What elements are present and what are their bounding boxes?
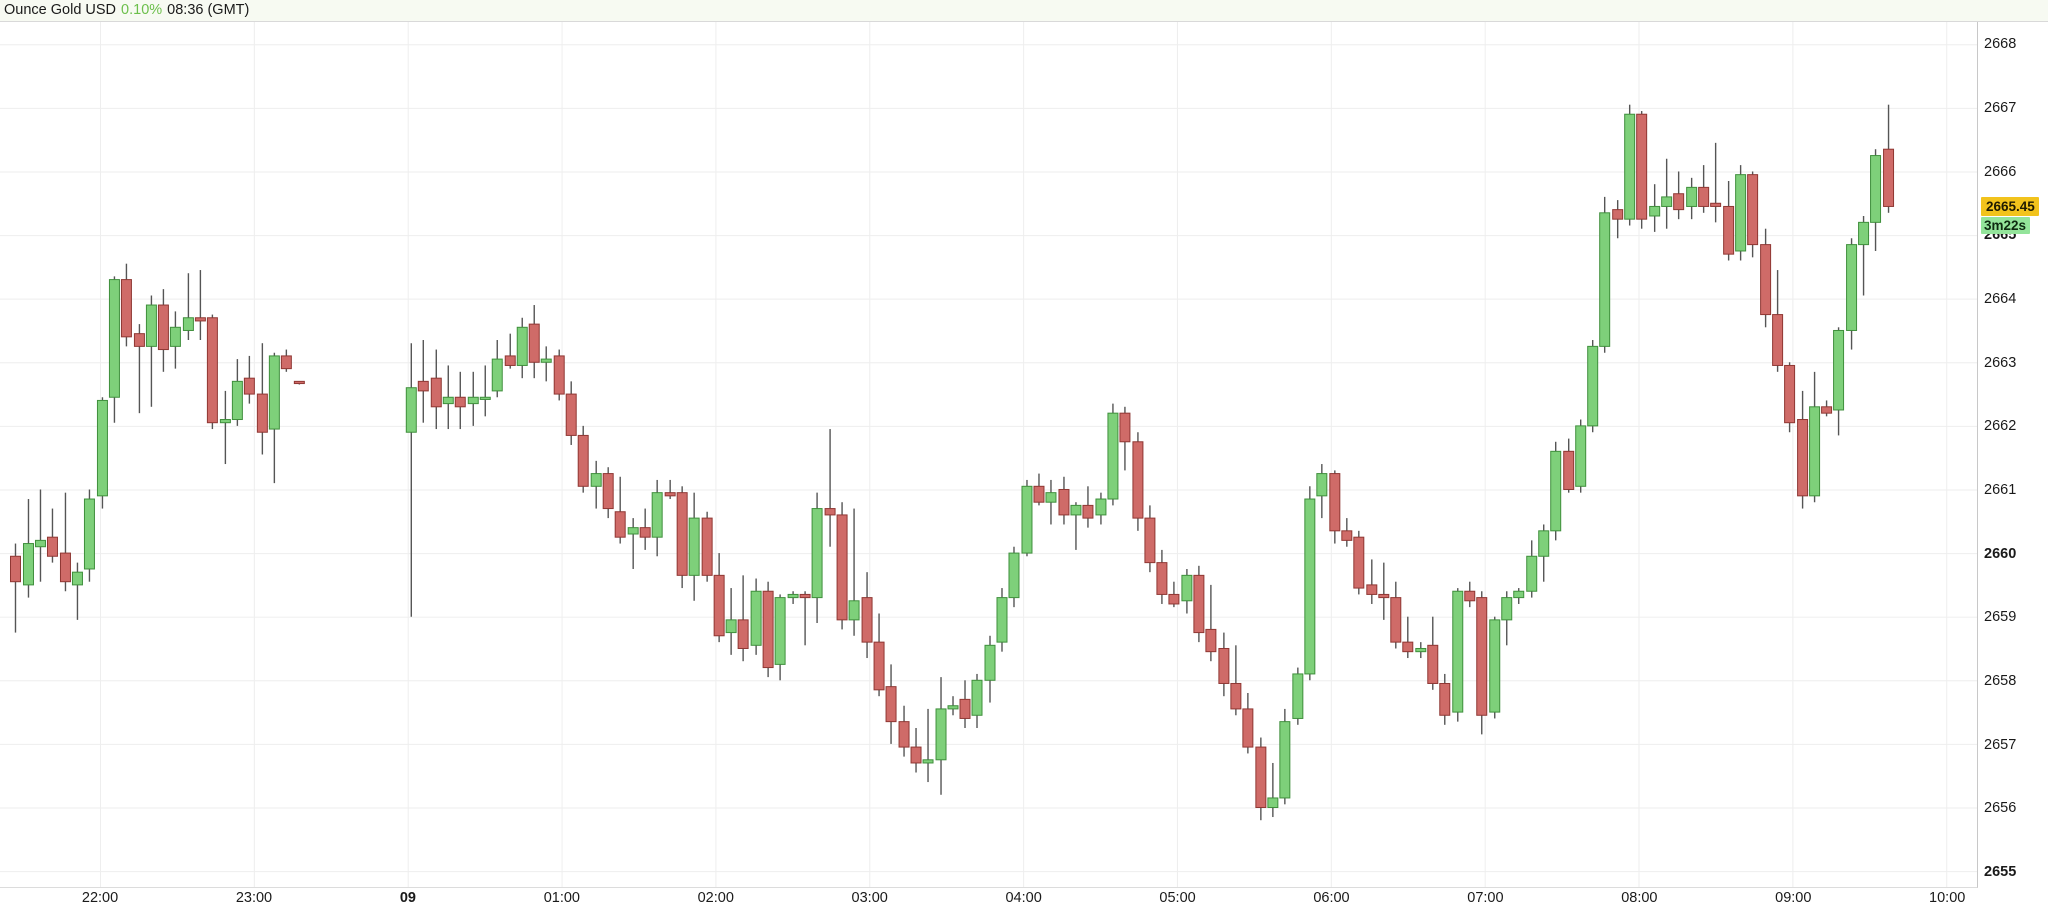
time-tick-10-00: 10:00 [1929, 890, 1966, 906]
price-tick-2658: 2658 [1984, 673, 2017, 690]
last-price-badge: 2665.45 [1981, 196, 2039, 217]
price-tick-2655: 2655 [1984, 864, 2017, 881]
bar-countdown-badge: 3m22s [1981, 216, 2031, 235]
price-tick-2666: 2666 [1984, 163, 2017, 180]
time-tick-03-00: 03:00 [851, 890, 888, 906]
grid-layer [0, 22, 1977, 887]
quote-timestamp: 08:36 (GMT) [167, 2, 250, 19]
chart-header: Ounce Gold USD 0.10% 08:36 (GMT) [0, 0, 2048, 22]
time-tick-09: 09 [399, 890, 416, 906]
time-tick-01-00: 01:00 [543, 890, 580, 906]
change-percent: 0.10% [121, 2, 163, 19]
price-tick-2668: 2668 [1984, 36, 2017, 53]
instrument-title: Ounce Gold USD [4, 2, 117, 19]
time-tick-23-00: 23:00 [235, 890, 273, 906]
price-tick-2662: 2662 [1984, 418, 2017, 435]
price-tick-2664: 2664 [1984, 290, 2017, 307]
price-tick-2663: 2663 [1984, 354, 2017, 371]
price-tick-2656: 2656 [1984, 800, 2017, 817]
time-axis[interactable]: 22:00 23:00 09 01:00 02:00 03:00 04:00 05:00 06:… [0, 889, 1978, 910]
price-tick-2660: 2660 [1984, 545, 2017, 562]
time-tick-06-00: 06:00 [1313, 890, 1350, 906]
price-tick-2657: 2657 [1984, 736, 2017, 753]
time-tick-09-00: 09:00 [1775, 890, 1812, 906]
price-tick-2661: 2661 [1984, 482, 2017, 499]
time-tick-08-00: 08:00 [1621, 890, 1658, 906]
time-tick-05-00: 05:00 [1159, 890, 1196, 906]
price-tick-2667: 2667 [1984, 99, 2017, 116]
price-tick-2659: 2659 [1984, 609, 2017, 626]
time-tick-07-00: 07:00 [1467, 890, 1504, 906]
candlestick-series [9, 104, 1895, 821]
time-tick-02-00: 02:00 [697, 890, 734, 906]
time-tick-22-00: 22:00 [81, 890, 119, 906]
time-tick-04-00: 04:00 [1005, 890, 1042, 906]
price-axis[interactable]: 2668 2667 2666 2665 2664 2663 2662 2661 2660 2659… [1979, 22, 2048, 888]
chart-plot-area[interactable] [0, 22, 1978, 888]
